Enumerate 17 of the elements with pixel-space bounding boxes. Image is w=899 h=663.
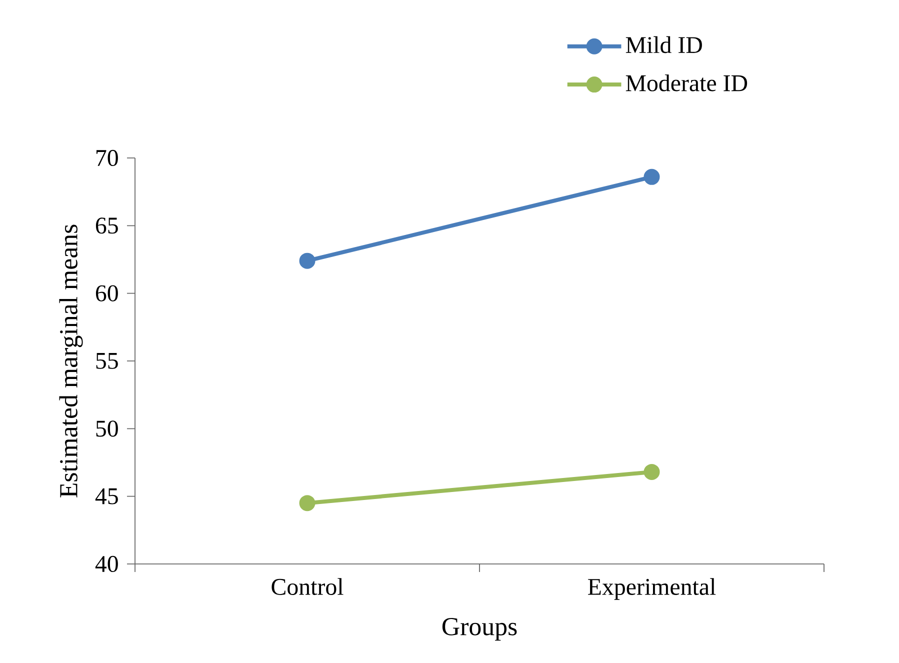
y-tick-label: 40 [95, 556, 118, 572]
y-tick-label: 55 [96, 353, 118, 369]
point [299, 252, 316, 269]
y-tick-label: 65 [96, 218, 118, 234]
x-tick-label: Control [272, 578, 344, 595]
y-tick-label: 70 [96, 150, 118, 166]
point [644, 464, 660, 480]
point [299, 495, 316, 512]
legend-label: Mild ID [626, 36, 702, 54]
point [644, 168, 660, 185]
y-tick-label: 45 [95, 488, 118, 504]
y-tick-label: 60 [96, 285, 118, 302]
legend-label: Moderate ID [626, 74, 748, 92]
y-tick-label: 50 [96, 420, 118, 437]
x-axis-title: Groups [442, 618, 517, 641]
x-tick-label: Experimental [588, 578, 716, 600]
y-axis-title: Estimated marginal means [59, 224, 83, 498]
